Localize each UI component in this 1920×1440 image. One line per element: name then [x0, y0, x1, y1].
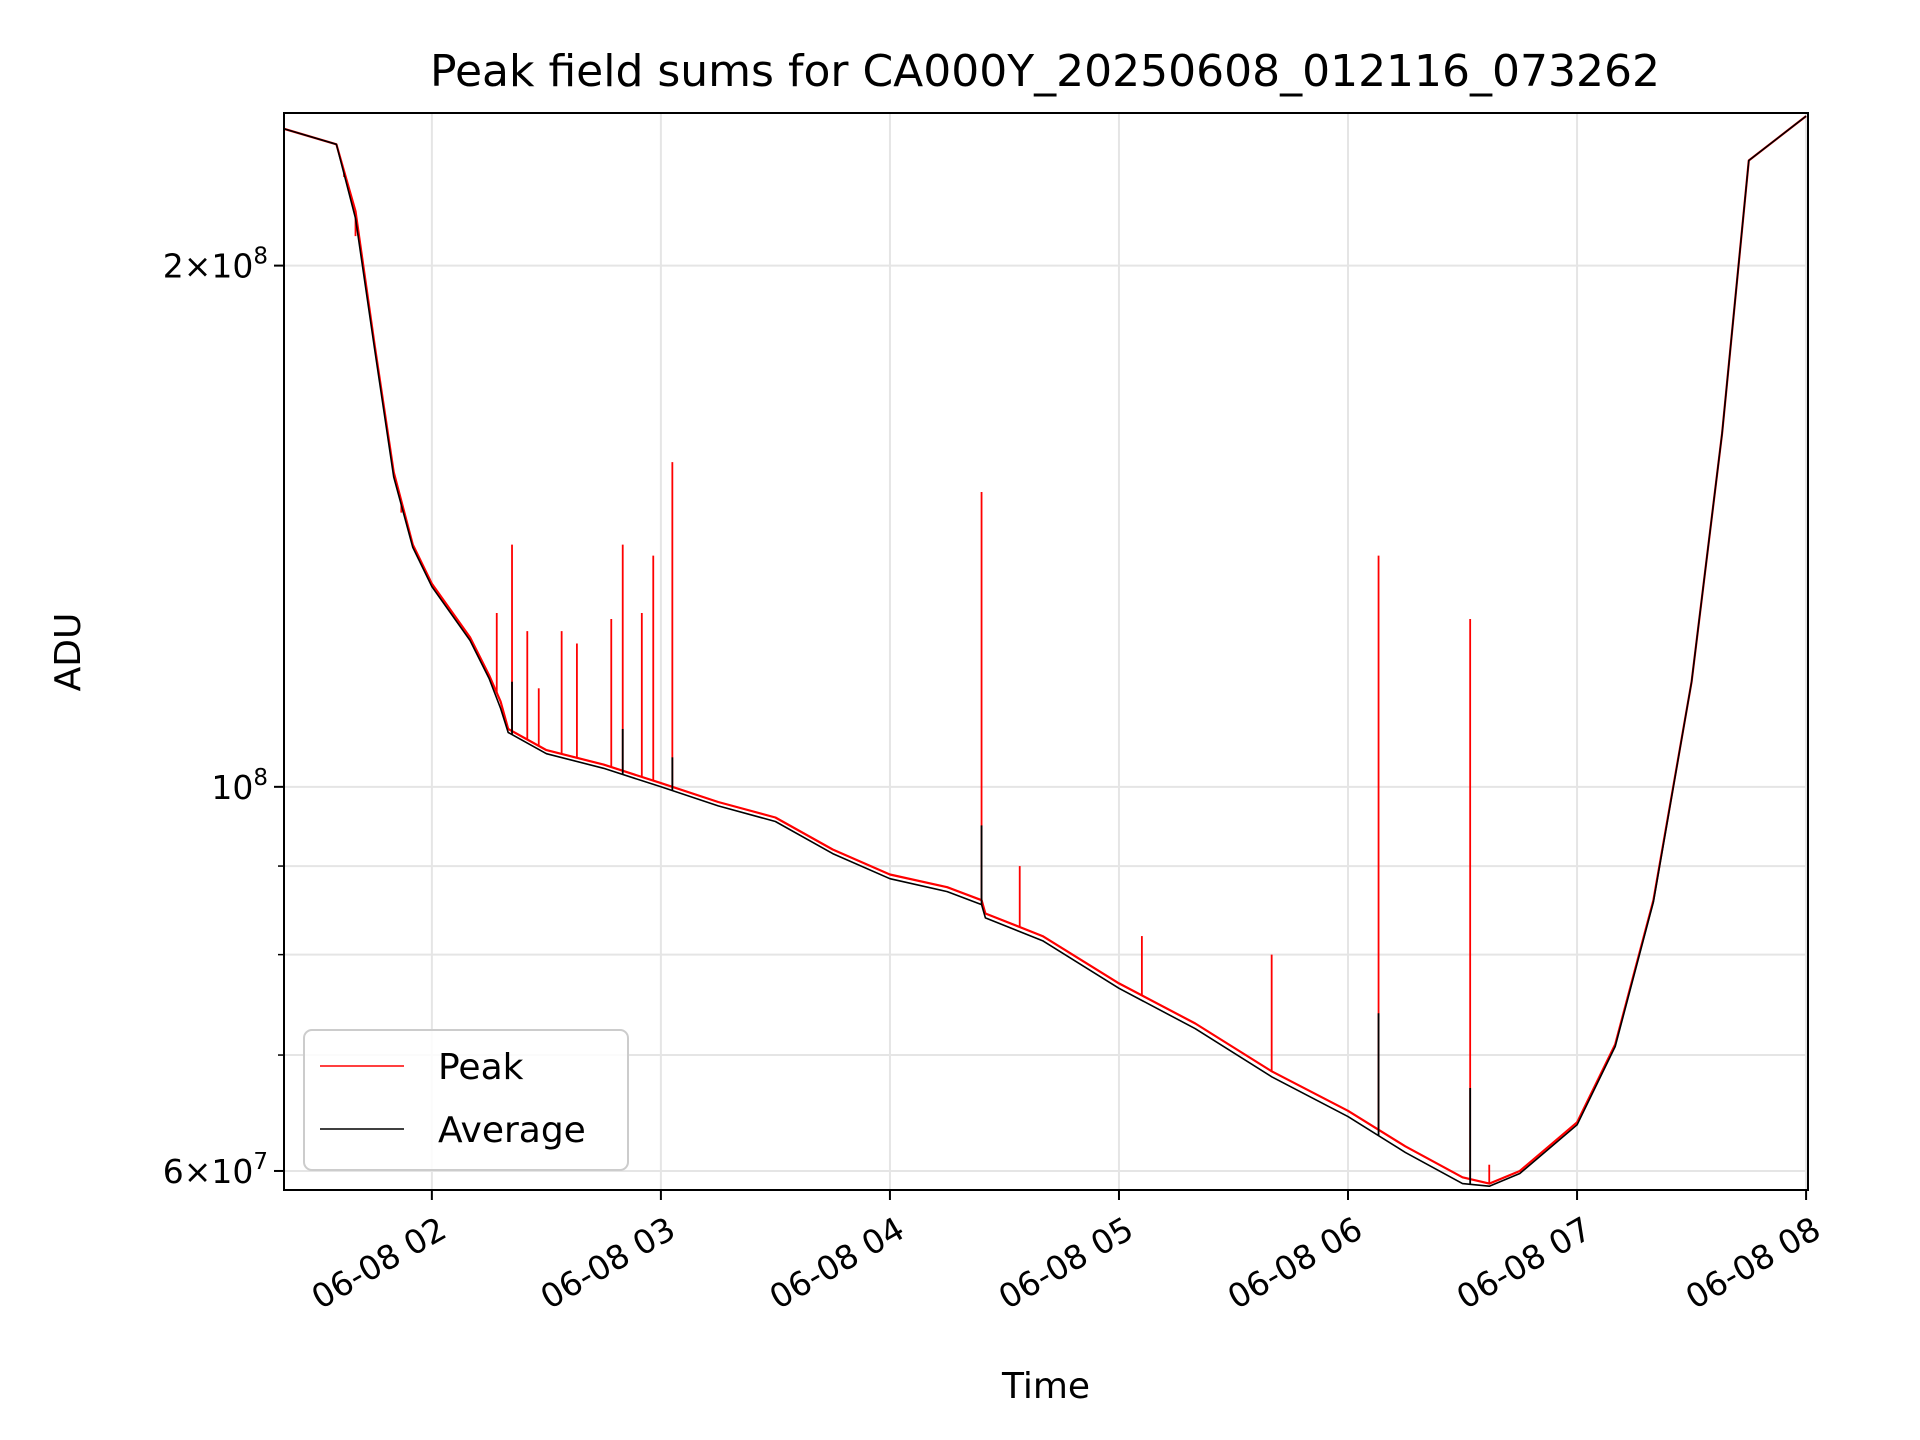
y-tick-label: 6×107: [163, 1149, 268, 1191]
y-tick-label: 108: [211, 765, 268, 807]
y-axis-label: ADU: [48, 613, 89, 692]
legend-label-average: Average: [438, 1110, 586, 1151]
chart-title: Peak field sums for CA000Y_20250608_0121…: [430, 46, 1660, 97]
plot-series: [284, 115, 1807, 1187]
x-axis-label: Time: [1001, 1366, 1090, 1407]
series-line-average: [284, 115, 1807, 1187]
legend: Peak Average: [303, 1029, 629, 1171]
legend-label-peak: Peak: [438, 1047, 524, 1088]
series-line-peak: [284, 115, 1807, 1185]
series-peak: [284, 115, 1807, 1185]
legend-box: [303, 1029, 629, 1171]
y-tick-label: 2×108: [163, 244, 268, 286]
series-average: [284, 115, 1807, 1187]
plot-frame: [283, 112, 1809, 1191]
